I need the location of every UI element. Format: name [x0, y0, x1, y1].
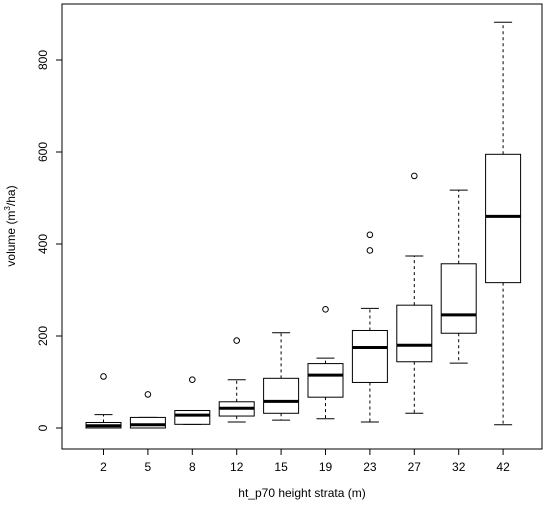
- box-group-12: [218, 337, 255, 423]
- x-tick-label-27: 27: [408, 460, 422, 474]
- y-tick-label-200: 200: [36, 326, 50, 346]
- x-tick-label-42: 42: [496, 460, 510, 474]
- x-tick-label-32: 32: [452, 460, 466, 474]
- x-axis-title: ht_p70 height strata (m): [238, 486, 365, 500]
- x-tick-label-2: 2: [100, 460, 107, 474]
- x-axis: 2 5 8 12 15 19 23 27 32 42: [100, 448, 510, 474]
- x-tick-label-5: 5: [145, 460, 152, 474]
- box-iqr: [263, 377, 300, 414]
- box-group-5: [129, 391, 166, 429]
- outlier-point: [366, 231, 374, 239]
- x-tick-label-8: 8: [189, 460, 196, 474]
- x-tick-label-12: 12: [230, 460, 244, 474]
- box-iqr: [351, 329, 388, 383]
- y-tick-label-800: 800: [36, 50, 50, 70]
- box-iqr: [485, 153, 522, 284]
- outlier-point: [144, 391, 152, 398]
- box-group-32: [440, 189, 477, 364]
- y-tick-label-400: 400: [36, 234, 50, 254]
- outlier-point: [366, 247, 374, 254]
- y-axis: 0 200 400 600 800: [36, 50, 63, 431]
- boxplot-marks: [85, 21, 522, 429]
- x-tick-label-23: 23: [363, 460, 377, 474]
- box-group-19: [307, 306, 344, 420]
- box-group-2: [85, 373, 122, 429]
- y-axis-title-sup: 3: [3, 206, 12, 211]
- box-group-27: [396, 172, 433, 414]
- plot-frame: [61, 3, 543, 450]
- box-group-15: [263, 332, 300, 421]
- box-iqr: [440, 263, 477, 334]
- box-group-42: [485, 21, 522, 426]
- outlier-point: [411, 172, 418, 180]
- box-iqr: [129, 416, 166, 429]
- box-group-8: [174, 376, 211, 425]
- box-iqr: [307, 363, 344, 398]
- y-axis-title-suffix: /ha): [4, 185, 18, 206]
- outlier-point: [322, 306, 329, 313]
- x-tick-label-15: 15: [274, 460, 288, 474]
- x-tick-label-19: 19: [319, 460, 333, 474]
- y-tick-label-600: 600: [36, 142, 50, 162]
- y-tick-label-0: 0: [36, 424, 50, 431]
- y-axis-title-prefix: volume (m: [4, 211, 18, 267]
- outlier-point: [233, 337, 240, 344]
- outlier-point: [189, 376, 196, 384]
- y-axis-title: volume (m3/ha): [3, 185, 18, 266]
- box-group-23: [351, 231, 388, 423]
- box-iqr: [396, 304, 433, 363]
- box-iqr: [174, 410, 211, 425]
- outlier-point: [100, 373, 107, 380]
